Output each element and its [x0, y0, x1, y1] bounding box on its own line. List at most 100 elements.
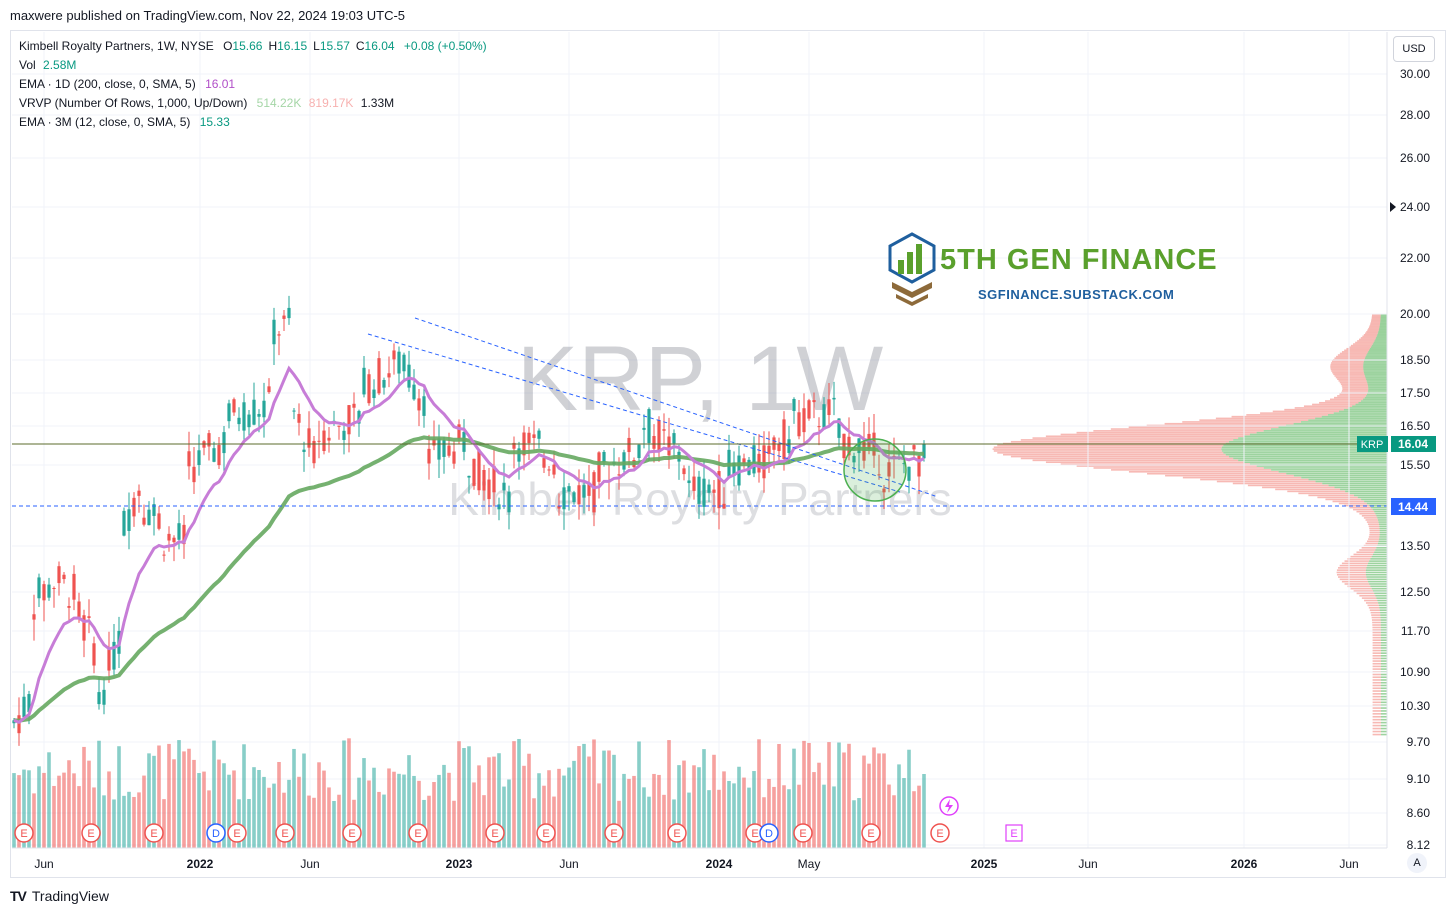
earnings-marker — [14, 823, 34, 843]
volume-profile-row-down — [1260, 412, 1334, 414]
candle-body — [412, 384, 416, 400]
volume-profile-row-up — [1377, 599, 1387, 602]
volume-profile-row-down — [1367, 329, 1379, 332]
volume-bar — [597, 783, 601, 848]
earnings-marker-glyph: E — [20, 828, 27, 840]
legend-symbol[interactable]: Kimbell Royalty Partners, 1W, NYSE — [19, 39, 214, 53]
currency-button[interactable]: USD — [1393, 36, 1435, 62]
candle-body — [492, 465, 496, 493]
tradingview-mark-icon: TV — [10, 888, 27, 904]
candle-body — [282, 315, 286, 319]
candle-body — [92, 643, 96, 666]
candle-body — [837, 418, 841, 438]
volume-bar — [587, 756, 591, 848]
volume-profile-row-up — [1370, 558, 1387, 560]
volume-profile-row-up — [1380, 733, 1387, 736]
volume-bar — [197, 773, 201, 848]
volume-profile-row-up — [1377, 334, 1387, 336]
volume-profile-row-up — [1373, 341, 1387, 344]
volume-profile-row-down — [1110, 428, 1272, 430]
volume-bar — [537, 773, 541, 848]
candle-body — [402, 354, 406, 372]
price-tick-label: 20.00 — [1400, 307, 1430, 321]
volume-profile-row-down — [1111, 469, 1272, 471]
volume-bar — [22, 769, 26, 848]
volume-bar — [172, 759, 176, 848]
volume-profile-row-up — [1375, 594, 1387, 597]
volume-profile-row-down — [1361, 515, 1377, 517]
volume-profile-row-down — [1339, 352, 1368, 355]
auto-scale-button[interactable]: A — [1407, 853, 1427, 873]
candle-body — [557, 505, 561, 509]
candle-body — [152, 504, 156, 516]
tradingview-logo[interactable]: TV TradingView — [10, 888, 109, 904]
volume-profile-row-down — [1093, 430, 1264, 432]
volume-profile-row-down — [997, 444, 1224, 447]
volume-profile-row-down — [1298, 492, 1350, 495]
volume-bar — [842, 752, 846, 848]
volume-profile-row-down — [1232, 482, 1323, 485]
candle-body — [712, 489, 716, 493]
volume-profile-row-down — [1353, 343, 1373, 345]
volume-profile-row-up — [1315, 417, 1387, 420]
volume-profile-row-down — [1350, 344, 1372, 347]
earnings-marker-glyph: E — [936, 828, 943, 840]
volume-profile-row-down — [1336, 573, 1366, 576]
volume-bar — [257, 769, 261, 848]
volume-bar — [872, 747, 876, 848]
volume-profile-row-down — [1128, 426, 1279, 429]
volume-bar — [577, 746, 581, 848]
volume-bar — [817, 762, 821, 848]
volume-profile-row-up — [1380, 730, 1387, 733]
volume-bar — [132, 796, 136, 848]
volume-profile-row-up — [1370, 346, 1387, 348]
earnings-marker-glyph: D — [765, 828, 773, 840]
volume-profile-row-up — [1345, 490, 1387, 493]
volume-profile-row-down — [1372, 626, 1381, 629]
volume-bar — [207, 790, 211, 848]
legend-vrvp-row: VRVP (Number Of Rows, 1,000, Up/Down) 51… — [19, 94, 487, 113]
volume-profile-row-down — [1330, 363, 1364, 366]
candle-body — [312, 440, 316, 464]
volume-profile-row-up — [1380, 668, 1387, 670]
candle-body — [567, 486, 571, 492]
volume-profile-row-down — [1344, 560, 1370, 562]
legend-vol-label[interactable]: Vol — [19, 58, 36, 72]
legend-ema1-label[interactable]: EMA · 1D (200, close, 0, SMA, 5) — [19, 77, 196, 91]
volume-bar — [427, 795, 431, 848]
volume-profile-row-down — [1272, 410, 1340, 413]
volume-profile-row-down — [1369, 609, 1380, 611]
volume-bar — [367, 780, 371, 848]
volume-bar — [382, 794, 386, 848]
candle-body — [852, 455, 856, 463]
volume-profile-row-up — [1365, 355, 1387, 358]
candle-body — [207, 433, 211, 447]
volume-bar — [532, 798, 536, 848]
volume-bar — [107, 771, 111, 848]
legend-ema2-label[interactable]: EMA · 3M (12, close, 0, SMA, 5) — [19, 115, 191, 129]
earnings-marker-glyph: E — [673, 828, 680, 840]
volume-bar — [457, 741, 461, 848]
volume-bar — [602, 750, 606, 848]
volume-profile-row-up — [1378, 521, 1387, 523]
volume-profile-row-down — [1319, 401, 1359, 404]
volume-profile-row-up — [1364, 396, 1387, 399]
volume-profile-row-down — [1372, 621, 1381, 624]
volume-profile-row-down — [1372, 660, 1381, 662]
volume-profile-row-down — [1362, 335, 1377, 338]
volume-bar — [627, 778, 631, 848]
volume-profile-row-down — [1182, 476, 1302, 479]
volume-bar — [857, 798, 861, 848]
candle-body — [477, 449, 481, 491]
candle-body — [847, 436, 851, 456]
volume-profile-row-down — [1334, 375, 1365, 377]
volume-bar — [692, 765, 696, 848]
candle-body — [42, 584, 46, 601]
volume-profile-row-down — [1372, 624, 1381, 626]
volume-profile-row-up — [1380, 715, 1387, 718]
volume-profile-row-down — [1303, 405, 1353, 407]
legend-vrvp-label[interactable]: VRVP (Number Of Rows, 1,000, Up/Down) — [19, 96, 248, 110]
price-tick-label: 16.50 — [1400, 419, 1430, 433]
volume-profile-row-up — [1377, 332, 1387, 335]
